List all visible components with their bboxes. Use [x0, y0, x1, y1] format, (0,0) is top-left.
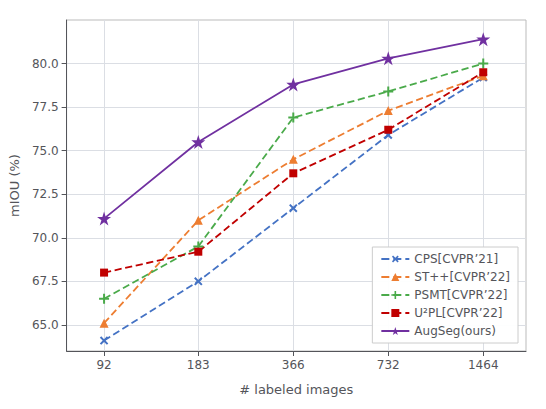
svg-text:72.5: 72.5: [32, 187, 59, 201]
svg-text:732: 732: [377, 358, 400, 372]
svg-text:AugSeg(ours): AugSeg(ours): [414, 324, 496, 338]
svg-text:PSMT[CVPR’22]: PSMT[CVPR’22]: [414, 288, 507, 302]
svg-text:mIOU (%): mIOU (%): [7, 154, 22, 217]
svg-text:92: 92: [96, 358, 111, 372]
svg-text:366: 366: [282, 358, 305, 372]
svg-text:1464: 1464: [468, 358, 499, 372]
svg-text:U²PL[CVPR’22]: U²PL[CVPR’22]: [414, 306, 502, 320]
svg-text:ST++[CVPR’22]: ST++[CVPR’22]: [414, 270, 510, 284]
svg-text:77.5: 77.5: [32, 100, 59, 114]
svg-text:183: 183: [187, 358, 210, 372]
svg-text:80.0: 80.0: [32, 57, 59, 71]
svg-text:67.5: 67.5: [32, 274, 59, 288]
svg-text:CPS[CVPR’21]: CPS[CVPR’21]: [414, 252, 498, 266]
svg-text:65.0: 65.0: [32, 318, 59, 332]
svg-text:75.0: 75.0: [32, 144, 59, 158]
svg-text:# labeled images: # labeled images: [239, 382, 353, 397]
svg-text:70.0: 70.0: [32, 231, 59, 245]
